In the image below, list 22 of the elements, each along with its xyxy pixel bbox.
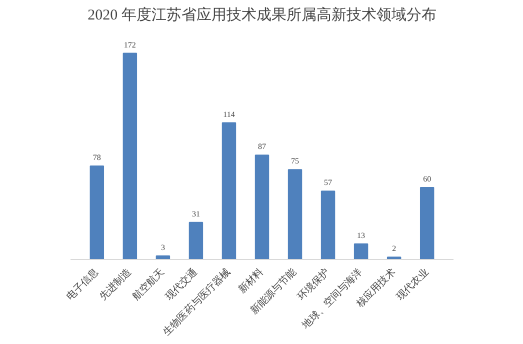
bar: [122, 52, 138, 260]
bar: [90, 165, 104, 260]
bar: [320, 190, 336, 260]
data-label: 2: [392, 244, 396, 254]
data-label: 87: [258, 142, 266, 152]
data-label: 13: [357, 230, 366, 240]
bar: [420, 187, 434, 260]
data-label: 172: [124, 40, 136, 50]
x-tick-label: 现代农业: [394, 266, 431, 303]
bar: [222, 122, 236, 260]
data-label: 75: [291, 156, 300, 166]
data-label: 78: [92, 152, 101, 162]
chart-title: 2020 年度江苏省应用技术成果所属高新技术领域分布: [88, 6, 436, 24]
bar: [354, 243, 368, 260]
data-label: 31: [192, 209, 200, 218]
bar: [188, 222, 204, 260]
bar: [254, 154, 270, 260]
data-label: 3: [160, 242, 165, 252]
data-label: 60: [423, 174, 432, 184]
data-label: 114: [223, 110, 235, 119]
data-label: 57: [324, 178, 332, 188]
bar: [288, 169, 302, 260]
